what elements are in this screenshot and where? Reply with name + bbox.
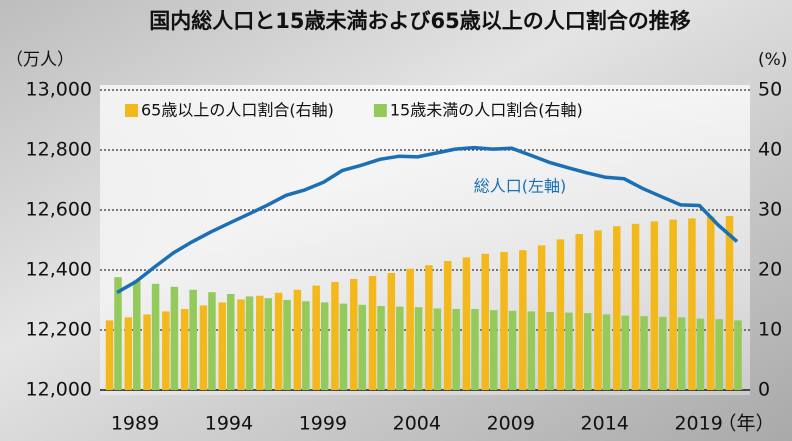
- bar: [500, 252, 508, 390]
- annotation: 総人口(左軸): [474, 177, 567, 196]
- bar: [452, 309, 460, 390]
- bar: [734, 320, 742, 390]
- bar: [312, 285, 320, 390]
- bar: [519, 250, 527, 390]
- legend-swatch: [373, 104, 387, 117]
- y2-tick-label: 0: [758, 379, 770, 401]
- x-tick-label: 1989: [111, 413, 159, 435]
- bar: [302, 301, 310, 390]
- bar: [443, 261, 452, 390]
- y-tick-label: 12,000: [26, 379, 92, 401]
- bar: [406, 268, 414, 390]
- bar: [387, 273, 396, 390]
- bar: [274, 292, 283, 390]
- bar: [650, 221, 659, 390]
- bar: [339, 303, 348, 390]
- bar: [320, 302, 329, 390]
- bar: [613, 226, 621, 390]
- x-tick-label: 2004: [393, 413, 441, 435]
- bar: [358, 304, 366, 390]
- bar: [349, 279, 358, 390]
- bar: [256, 295, 264, 390]
- bar: [602, 314, 611, 390]
- x-tick-label: 1994: [205, 413, 253, 435]
- bar: [688, 218, 696, 390]
- bar: [508, 310, 517, 390]
- chart-title: 国内総人口と15歳未満および65歳以上の人口割合の推移: [149, 9, 690, 33]
- y2-tick-label: 30: [758, 199, 782, 221]
- y2-tick-label: 20: [758, 259, 782, 281]
- bar: [105, 320, 114, 390]
- bar: [237, 299, 245, 390]
- bar: [199, 305, 208, 390]
- bar: [537, 245, 546, 390]
- y-tick-label: 12,600: [26, 199, 92, 221]
- bar: [226, 294, 235, 390]
- bar: [706, 216, 715, 390]
- y-axis-unit: （万人）: [6, 50, 74, 70]
- bar: [490, 310, 498, 390]
- bar: [124, 317, 133, 390]
- y-tick-label: 12,800: [26, 139, 92, 161]
- line: [116, 145, 739, 295]
- bar: [696, 318, 705, 390]
- bar: [293, 289, 302, 390]
- bar: [433, 308, 442, 390]
- x-axis-unit: （年）: [717, 413, 774, 435]
- bar: [594, 230, 602, 390]
- bar: [377, 306, 385, 390]
- bar: [414, 307, 423, 390]
- bar: [368, 276, 377, 390]
- bar: [180, 309, 189, 390]
- bar: [631, 223, 640, 390]
- bar: [283, 300, 291, 390]
- legend-swatch: [125, 104, 138, 117]
- y-tick-label: 12,200: [26, 319, 92, 341]
- bar: [170, 286, 179, 390]
- bar: [725, 216, 734, 390]
- y2-tick-label: 10: [758, 319, 782, 341]
- y-tick-label: 12,400: [26, 259, 92, 281]
- bar: [677, 317, 686, 390]
- bar: [481, 253, 490, 390]
- bar: [575, 234, 583, 390]
- bar: [143, 314, 151, 390]
- bar: [425, 265, 433, 390]
- x-tick-label: 2014: [581, 413, 629, 435]
- bar: [133, 280, 141, 390]
- bar: [264, 298, 273, 390]
- bar: [245, 296, 254, 390]
- bar: [583, 313, 592, 390]
- legend-label: 65歳以上の人口割合(右軸): [141, 101, 334, 120]
- bar: [331, 282, 339, 390]
- bar: [565, 312, 573, 390]
- bar: [659, 316, 667, 390]
- bar: [396, 306, 404, 390]
- x-tick-label: 2009: [487, 413, 535, 435]
- bar: [162, 311, 170, 390]
- bar: [640, 316, 648, 390]
- x-tick-label: 2019: [674, 413, 722, 435]
- bar: [546, 312, 554, 390]
- bar: [462, 257, 471, 390]
- y-tick-label: 13,000: [26, 79, 92, 101]
- bar: [621, 315, 630, 390]
- legend-label: 15歳未満の人口割合(右軸): [390, 101, 583, 120]
- y2-tick-label: 40: [758, 139, 782, 161]
- bar: [114, 277, 122, 390]
- x-tick-label: 1999: [299, 413, 347, 435]
- y2-axis-unit: (%): [758, 50, 787, 70]
- bar: [556, 239, 565, 390]
- bar: [715, 319, 723, 390]
- bar: [527, 311, 536, 390]
- bar: [669, 219, 677, 390]
- bar: [471, 309, 479, 390]
- y2-tick-label: 50: [758, 79, 782, 101]
- bar: [218, 302, 226, 390]
- bar: [189, 289, 197, 390]
- bar: [151, 283, 160, 390]
- bar: [208, 292, 216, 390]
